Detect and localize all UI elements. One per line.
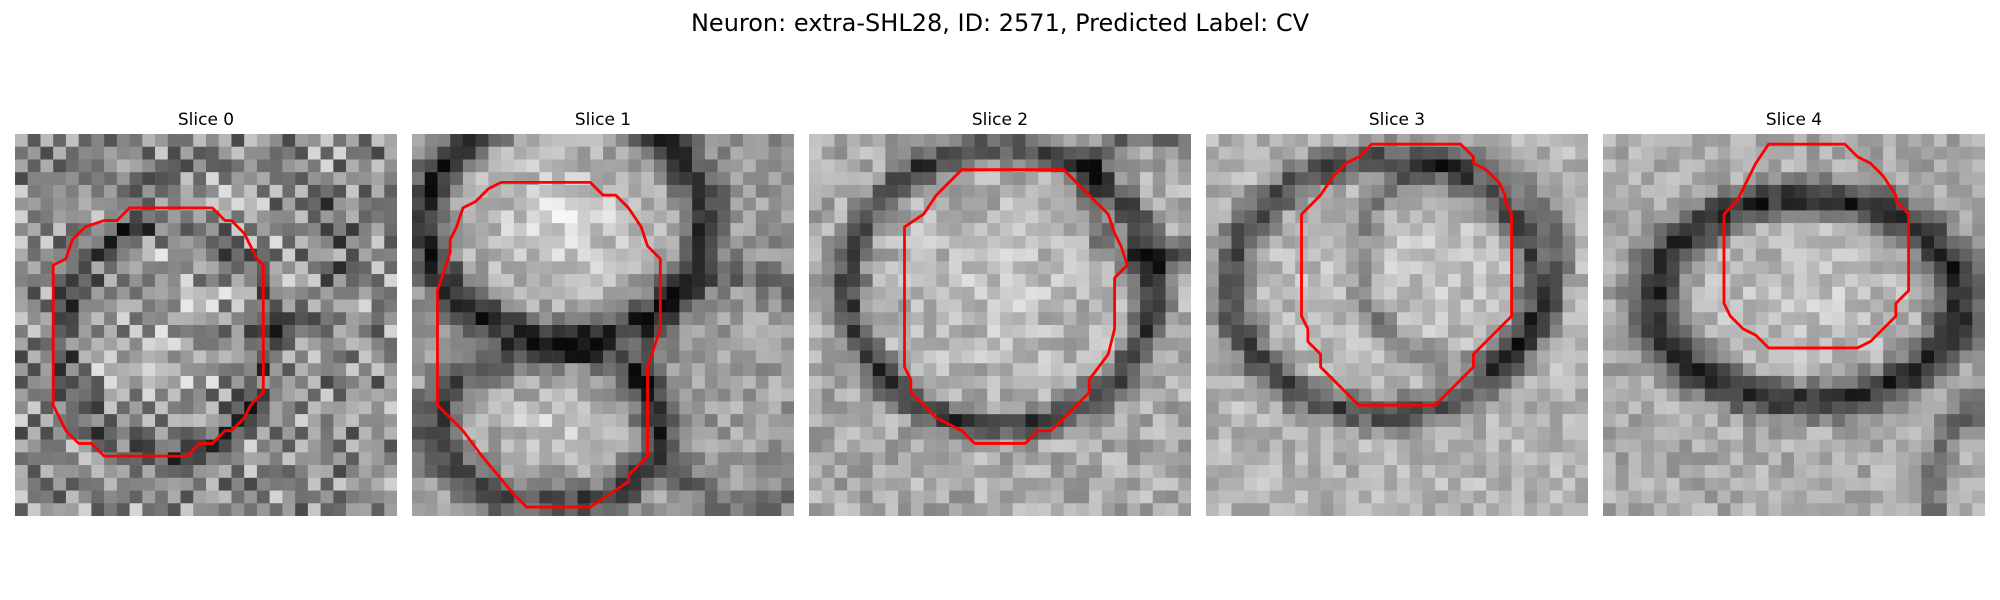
slice-image (1603, 134, 1985, 516)
grayscale-image (15, 134, 397, 516)
segmentation-contour (1300, 142, 1514, 407)
grayscale-image (412, 134, 794, 516)
slice-title: Slice 2 (971, 110, 1029, 130)
segmentation-contour (1722, 142, 1911, 350)
slice-image (809, 134, 1191, 516)
slice-title: Slice 3 (1368, 110, 1426, 130)
segmentation-contour (51, 206, 265, 458)
slice-title: Slice 1 (574, 110, 632, 130)
grayscale-image (809, 134, 1191, 516)
slice-title: Slice 0 (177, 110, 235, 130)
slice-title: Slice 4 (1765, 110, 1823, 130)
slice-image (412, 134, 794, 516)
grayscale-image (1603, 134, 1985, 516)
slice-image (15, 134, 397, 516)
grayscale-image (1206, 134, 1588, 516)
segmentation-contour (903, 168, 1129, 445)
segmentation-contour (436, 180, 662, 509)
slice-image (1206, 134, 1588, 516)
figure-title: Neuron: extra-SHL28, ID: 2571, Predicted… (690, 9, 1310, 37)
